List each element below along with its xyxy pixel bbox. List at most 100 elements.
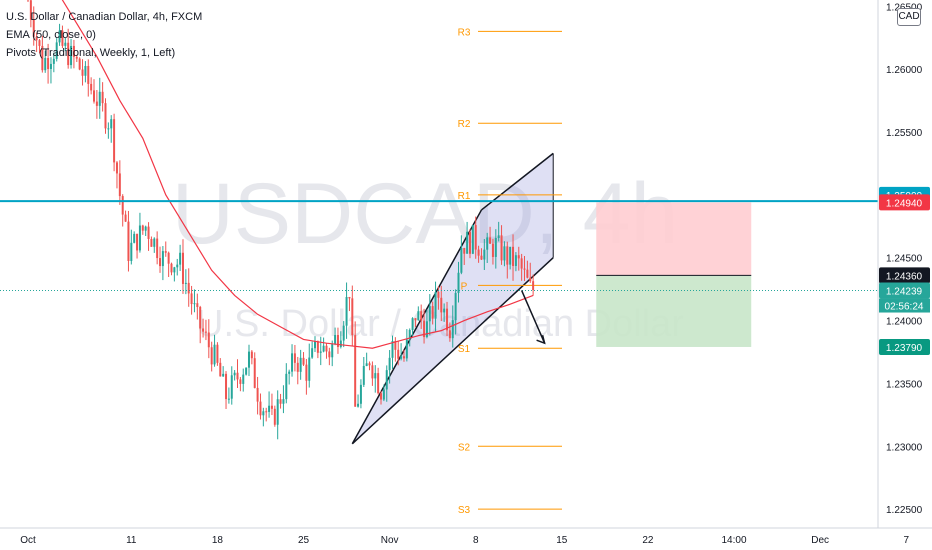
candle-body	[448, 330, 451, 339]
chart-legend: U.S. Dollar / Canadian Dollar, 4h, FXCM …	[6, 8, 202, 62]
candle-body	[147, 226, 150, 239]
price-tick-label: 1.22500	[886, 505, 923, 516]
candle-body	[285, 373, 288, 400]
candle-body	[359, 384, 362, 404]
candle-body	[405, 339, 408, 359]
candle-body	[316, 341, 319, 353]
time-tick-label: 14:00	[722, 535, 747, 546]
candle-body	[230, 375, 233, 399]
forecast-arrow-shaft	[520, 290, 546, 344]
candle-body	[121, 196, 124, 215]
candle-body	[291, 353, 294, 372]
candle-body	[61, 30, 64, 46]
candle-body	[130, 242, 133, 261]
candle-body	[382, 389, 385, 400]
candle-body	[328, 351, 331, 358]
price-tick-label: 1.24500	[886, 254, 923, 265]
channel-lower-line	[351, 257, 554, 445]
candle-body	[311, 348, 314, 358]
price-label: 1.24940	[886, 198, 923, 209]
candle-body	[314, 341, 316, 349]
currency-button[interactable]: CAD	[897, 8, 921, 26]
candle-body	[210, 347, 213, 365]
pivot-label-r2: R2	[458, 119, 471, 130]
candle-body	[167, 252, 170, 264]
candle-body	[296, 362, 299, 372]
pivot-label-p: P	[461, 281, 468, 292]
pivots-indicator-label[interactable]: Pivots (Traditional, Weekly, 1, Left)	[6, 47, 176, 59]
candle-body	[242, 374, 245, 384]
candle-body	[331, 343, 334, 358]
candle-body	[454, 292, 457, 321]
price-tick-label: 1.26500	[886, 2, 923, 13]
candle-body	[279, 399, 282, 404]
candle-body	[161, 251, 164, 267]
candle-body	[127, 221, 130, 261]
candle-body	[216, 344, 219, 363]
ema-line	[61, 0, 534, 349]
candle-body	[58, 30, 61, 43]
candle-body	[35, 36, 38, 41]
candle-body	[308, 357, 311, 381]
ema-indicator-label[interactable]: EMA (50, close, 0)	[6, 29, 96, 41]
pivot-label-s1: S1	[458, 344, 471, 355]
candle-body	[250, 351, 253, 359]
candle-body	[95, 101, 98, 106]
candle-body	[457, 272, 460, 293]
candle-body	[78, 58, 81, 70]
candle-body	[118, 173, 121, 197]
candle-body	[506, 246, 509, 265]
candle-body	[460, 248, 463, 273]
candle-body	[110, 119, 113, 129]
candle-body	[529, 277, 532, 282]
candle-body	[334, 334, 337, 344]
time-tick-label: 7	[903, 535, 909, 546]
candle-body	[138, 225, 141, 251]
candle-body	[477, 249, 480, 256]
candle-body	[190, 293, 193, 305]
candle-body	[425, 321, 428, 338]
candle-body	[179, 252, 182, 265]
candle-body	[371, 365, 374, 379]
candle-body	[408, 329, 411, 340]
time-tick-label: 15	[556, 535, 568, 546]
candle-body	[431, 306, 434, 319]
countdown-label: 02:56:24	[885, 302, 924, 313]
candle-body	[500, 235, 503, 261]
candle-body	[98, 91, 101, 106]
candle-body	[239, 379, 242, 384]
channel-left-edge	[351, 209, 483, 445]
price-tick-label: 1.23500	[886, 379, 923, 390]
candle-body	[357, 403, 360, 407]
candle-body	[365, 363, 368, 366]
candle-body	[497, 235, 500, 238]
candle-body	[159, 258, 162, 267]
time-tick-label: 11	[126, 535, 137, 546]
candle-body	[225, 373, 228, 400]
candle-body	[443, 308, 446, 313]
candle-body	[468, 231, 471, 254]
candle-body	[193, 303, 196, 305]
candle-body	[75, 56, 78, 59]
candle-body	[113, 119, 116, 163]
candle-body	[44, 58, 47, 71]
candle-body	[213, 344, 216, 365]
candle-body	[236, 372, 239, 380]
candle-body	[273, 408, 276, 425]
candle-body	[336, 334, 339, 347]
candle-body	[322, 345, 325, 352]
candle-body	[93, 90, 96, 102]
candle-body	[64, 42, 67, 46]
candle-body	[520, 258, 523, 269]
candle-body	[181, 252, 184, 284]
candle-body	[440, 297, 443, 313]
candle-body	[81, 69, 84, 76]
candle-body	[104, 103, 107, 129]
time-tick-label: Nov	[381, 535, 399, 546]
price-label-bg	[879, 267, 930, 284]
take-profit-zone	[596, 275, 752, 347]
time-tick-label: 22	[642, 535, 654, 546]
pivot-label-r1: R1	[458, 191, 471, 202]
